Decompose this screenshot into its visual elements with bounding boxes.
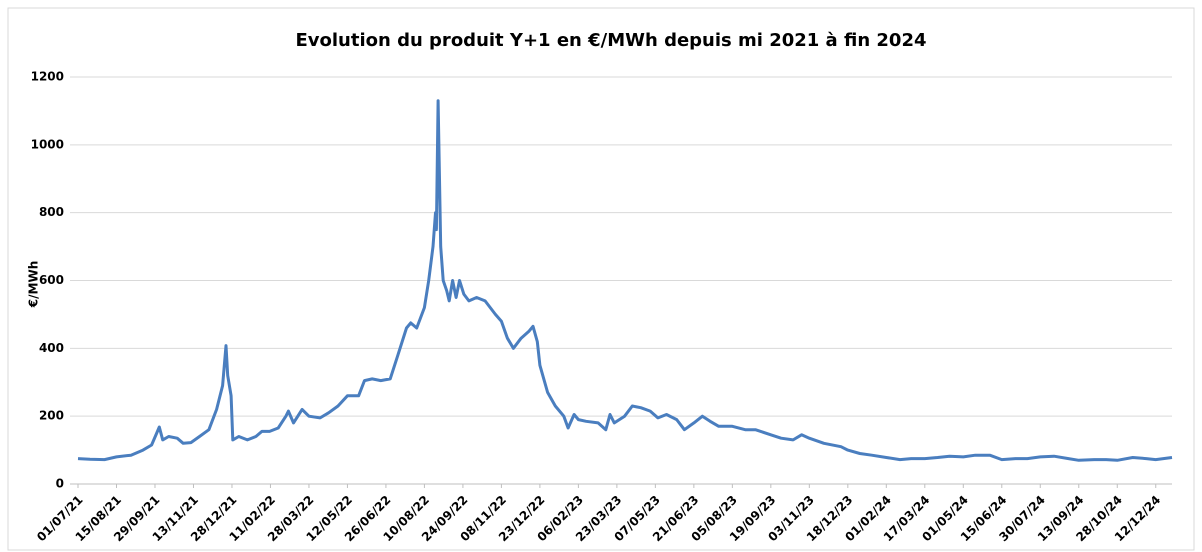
y-tick-label: 1000 (31, 137, 64, 151)
chart-title: Evolution du produit Y+1 en €/MWh depuis… (295, 30, 926, 51)
y-tick-label: 600 (39, 273, 64, 287)
y-axis-label: €/MWh (27, 261, 41, 308)
y-tick-label: 0 (56, 477, 64, 491)
y-tick-label: 1200 (31, 70, 64, 84)
y-tick-label: 800 (39, 205, 64, 219)
y-tick-label: 400 (39, 341, 64, 355)
y-tick-label: 200 (39, 409, 64, 423)
chart-border (7, 7, 1195, 551)
line-series (77, 99, 1173, 462)
